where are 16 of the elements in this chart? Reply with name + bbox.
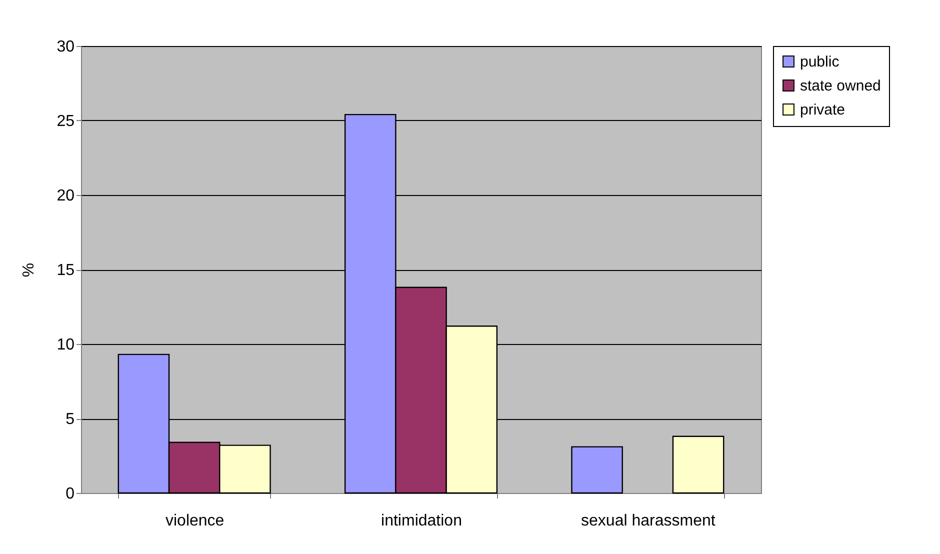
bar (672, 436, 724, 494)
legend-label: private (800, 102, 846, 118)
x-tick-label: violence (165, 512, 224, 530)
y-tick-label: 0 (66, 486, 75, 502)
y-tick-label: 25 (56, 113, 75, 130)
y-tick-label: 10 (56, 336, 75, 354)
x-tick-label: sexual harassment (581, 512, 716, 530)
legend-label: state owned (800, 78, 881, 94)
legend-label: public (800, 54, 840, 70)
y-tick-label: 5 (66, 411, 75, 428)
bar (571, 446, 623, 494)
x-tick-label: intimidation (381, 512, 462, 530)
y-tick-label: 15 (56, 262, 75, 279)
y-tick-label: 20 (56, 188, 75, 204)
y-tick-label: 30 (56, 38, 75, 56)
y-axis-title: % (20, 262, 38, 278)
